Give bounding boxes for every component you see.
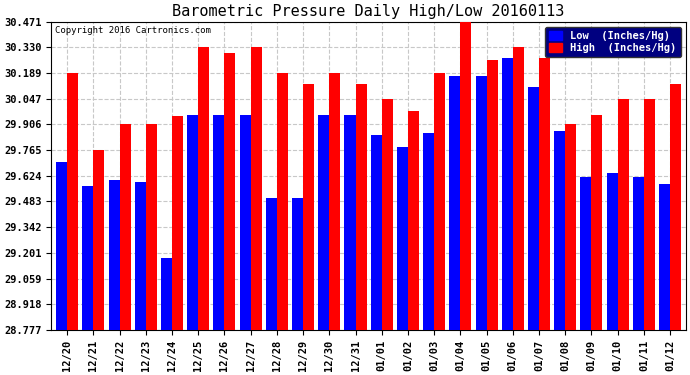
Bar (607, 173, 618, 330)
Bar (644, 99, 655, 330)
Bar (460, 22, 471, 330)
Text: Copyright 2016 Cartronics.com: Copyright 2016 Cartronics.com (55, 26, 210, 35)
Bar (554, 131, 565, 330)
Bar (172, 117, 183, 330)
Bar (187, 115, 198, 330)
Bar (565, 124, 576, 330)
Bar (659, 184, 670, 330)
Bar (161, 258, 172, 330)
Bar (423, 133, 434, 330)
Bar (277, 73, 288, 330)
Bar (318, 115, 329, 330)
Title: Barometric Pressure Daily High/Low 20160113: Barometric Pressure Daily High/Low 20160… (172, 4, 565, 19)
Bar (355, 84, 366, 330)
Bar (329, 73, 340, 330)
Bar (486, 60, 497, 330)
Bar (198, 47, 209, 330)
Bar (618, 99, 629, 330)
Bar (266, 198, 277, 330)
Bar (502, 58, 513, 330)
Bar (93, 150, 104, 330)
Bar (539, 58, 550, 330)
Bar (408, 111, 419, 330)
Bar (56, 162, 67, 330)
Bar (213, 115, 224, 330)
Bar (513, 47, 524, 330)
Bar (382, 99, 393, 330)
Bar (580, 177, 591, 330)
Bar (67, 73, 78, 330)
Bar (239, 115, 250, 330)
Bar (591, 115, 602, 330)
Bar (371, 135, 382, 330)
Bar (397, 147, 408, 330)
Bar (119, 124, 130, 330)
Bar (303, 84, 314, 330)
Bar (449, 76, 460, 330)
Bar (135, 182, 146, 330)
Bar (434, 73, 445, 330)
Bar (224, 53, 235, 330)
Bar (250, 47, 262, 330)
Bar (292, 198, 303, 330)
Bar (344, 115, 355, 330)
Bar (670, 84, 681, 330)
Bar (82, 186, 93, 330)
Bar (108, 180, 119, 330)
Legend: Low  (Inches/Hg), High  (Inches/Hg): Low (Inches/Hg), High (Inches/Hg) (545, 27, 680, 57)
Bar (475, 76, 486, 330)
Bar (146, 124, 157, 330)
Bar (633, 177, 644, 330)
Bar (528, 87, 539, 330)
